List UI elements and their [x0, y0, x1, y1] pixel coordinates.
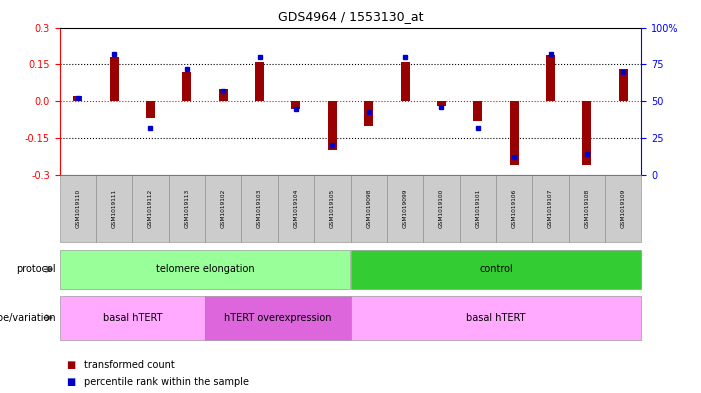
Text: GSM1019098: GSM1019098: [366, 189, 372, 228]
Bar: [328, 101, 337, 150]
Bar: [292, 101, 301, 108]
Bar: [400, 62, 409, 101]
Bar: [255, 62, 264, 101]
Text: basal hTERT: basal hTERT: [102, 313, 162, 323]
Text: GSM1019105: GSM1019105: [329, 189, 335, 228]
Text: GSM1019101: GSM1019101: [475, 189, 480, 228]
Text: GDS4964 / 1553130_at: GDS4964 / 1553130_at: [278, 10, 423, 23]
Bar: [73, 96, 82, 101]
Text: ■: ■: [67, 360, 76, 370]
Bar: [146, 101, 155, 118]
Bar: [510, 101, 519, 165]
Bar: [619, 69, 628, 101]
Bar: [364, 101, 373, 126]
Bar: [437, 101, 446, 106]
Bar: [583, 101, 592, 165]
Text: protocol: protocol: [16, 264, 56, 274]
Text: GSM1019099: GSM1019099: [402, 189, 407, 228]
Bar: [182, 72, 191, 101]
Text: ■: ■: [67, 377, 76, 387]
Bar: [219, 89, 228, 101]
Bar: [473, 101, 482, 121]
Text: control: control: [479, 264, 513, 274]
Text: GSM1019113: GSM1019113: [184, 189, 189, 228]
Text: GSM1019111: GSM1019111: [111, 189, 116, 228]
Text: GSM1019103: GSM1019103: [257, 189, 262, 228]
Text: basal hTERT: basal hTERT: [466, 313, 526, 323]
Bar: [546, 55, 555, 101]
Text: GSM1019108: GSM1019108: [585, 189, 590, 228]
Text: GSM1019109: GSM1019109: [620, 189, 626, 228]
Bar: [109, 57, 118, 101]
Text: GSM1019106: GSM1019106: [512, 189, 517, 228]
Text: GSM1019107: GSM1019107: [548, 189, 553, 228]
Text: genotype/variation: genotype/variation: [0, 313, 56, 323]
Text: GSM1019112: GSM1019112: [148, 189, 153, 228]
Text: transformed count: transformed count: [84, 360, 175, 370]
Text: percentile rank within the sample: percentile rank within the sample: [84, 377, 249, 387]
Text: GSM1019102: GSM1019102: [221, 189, 226, 228]
Text: telomere elongation: telomere elongation: [156, 264, 254, 274]
Text: hTERT overexpression: hTERT overexpression: [224, 313, 332, 323]
Text: GSM1019110: GSM1019110: [75, 189, 81, 228]
Text: GSM1019104: GSM1019104: [294, 189, 299, 228]
Text: GSM1019100: GSM1019100: [439, 189, 444, 228]
